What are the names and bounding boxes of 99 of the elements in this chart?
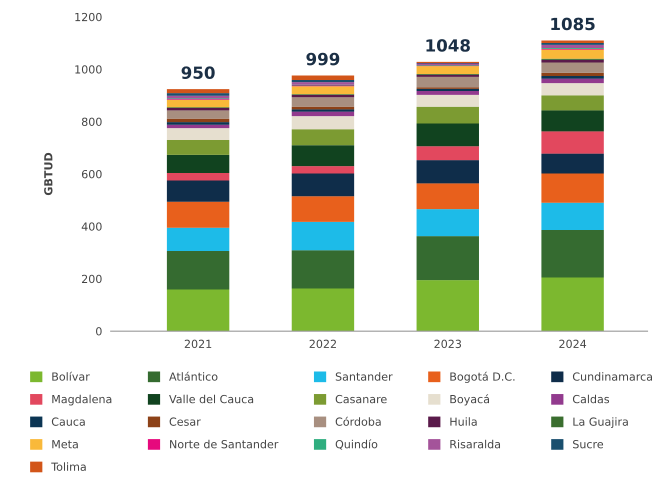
bar [292,250,354,288]
bar [416,90,479,95]
legend-label: Caldas [572,394,610,404]
bar [166,118,230,122]
legend-label: Tolima [51,462,86,471]
legend-label: Santander [336,372,393,381]
y-axis-title: GBTUD [44,152,53,196]
bar [416,76,479,88]
x-tick-label: 2021 [184,340,212,348]
bar [166,172,230,181]
bar [416,160,479,184]
bar [292,112,354,116]
bar [166,180,230,202]
legend-label: Cauca [52,417,85,426]
annotation: 950 [182,66,215,79]
y-tick-label: 800 [82,118,102,126]
legend-label: Cundinamarca [572,372,652,381]
bar [541,72,604,76]
legend-label: Quindío [336,439,378,450]
bar [541,202,604,230]
x-tick-label: 2022 [310,340,336,348]
bar [541,44,604,48]
bar [292,173,354,196]
bar [292,129,354,146]
bar [416,183,479,210]
bar [292,196,354,222]
bar [166,93,230,96]
y-tick-label: 600 [82,170,102,178]
bar [416,146,479,160]
bar [166,110,230,119]
legend-label: La Guajira [573,417,628,428]
bar [416,280,479,332]
bar [541,78,604,84]
legend-label: Boyacá [450,394,490,406]
bar [416,123,479,146]
legend-label: Bogotá D.C. [450,372,514,383]
bar [292,106,354,110]
bar [166,96,230,98]
bar [166,289,230,332]
bar [292,145,354,166]
legend-label: Risaralda [450,440,500,448]
bar [292,86,354,94]
legend-label: Magdalena [52,394,112,406]
bar [292,166,354,174]
annotation: 1048 [426,39,470,52]
legend-label: Meta [52,440,78,448]
legend-label: Cesar [170,417,201,426]
legend-label: Casanare [336,394,387,404]
bar [292,82,354,85]
bar [541,50,604,59]
bar [541,83,604,96]
bar [541,60,604,62]
y-tick-label: 0 [96,327,102,336]
y-tick-label: 200 [82,274,102,284]
bar [166,128,230,140]
bar [541,173,604,203]
bar [292,80,354,82]
legend-label: Norte de Santander [170,440,278,448]
bar [166,154,230,173]
bar [541,154,604,174]
bar [166,140,230,155]
x-tick-label: 2023 [434,340,462,348]
legend-label: Córdoba [336,416,381,426]
bar [541,110,604,132]
bar [541,277,604,332]
annotation: 999 [306,52,340,66]
bar [166,100,230,108]
bar [416,66,479,74]
bar [541,40,604,44]
bar [292,76,354,80]
legend-label: Bolívar [52,372,90,381]
y-tick-label: 400 [82,222,102,231]
legend-label: Atlántico [169,372,218,381]
bar [541,230,604,278]
bar [541,76,604,79]
bar [416,106,479,124]
legend-label: Valle del Cauca [169,394,254,404]
bar [292,222,354,250]
annotation: 1085 [551,18,595,30]
bar [416,94,479,107]
legend-label: Sucre [573,440,604,448]
bar [166,228,230,251]
bar [416,236,479,280]
bar [166,250,230,290]
bar [292,94,354,98]
bar [166,202,230,228]
bar [166,122,230,125]
bar [541,131,604,154]
legend-label: Huila [450,417,477,426]
x-tick-label: 2024 [559,340,586,348]
bar [292,116,354,130]
y-tick-label: 1200 [75,12,102,22]
bar [292,97,354,107]
bar [416,209,479,236]
bar [541,62,604,73]
bar [292,288,354,332]
bar [166,89,230,94]
bar [541,95,604,110]
y-tick-label: 1000 [75,65,102,74]
